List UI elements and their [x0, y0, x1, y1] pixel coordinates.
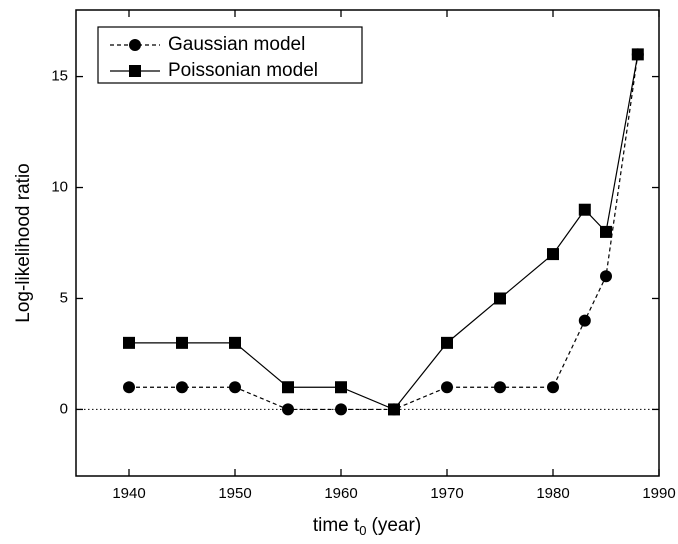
x-tick-label: 1940 [112, 485, 145, 502]
marker [282, 403, 294, 416]
x-tick-label: 1970 [430, 485, 463, 502]
marker [335, 403, 347, 416]
x-tick-label: 1950 [218, 485, 251, 502]
legend-marker [129, 39, 141, 51]
legend-label: Gaussian model [168, 34, 305, 55]
marker [176, 336, 188, 349]
marker [335, 381, 347, 394]
series-line [129, 54, 639, 411]
y-tick-label: 15 [51, 68, 68, 85]
marker [282, 381, 294, 394]
marker [388, 403, 400, 416]
y-tick-label: 0 [60, 400, 68, 417]
marker [123, 336, 135, 349]
marker [176, 381, 188, 394]
legend-marker [129, 65, 141, 77]
plot-frame [75, 9, 660, 477]
legend-label: Poissonian model [168, 60, 318, 81]
series-line [129, 54, 639, 411]
marker [600, 225, 612, 238]
marker [600, 270, 612, 283]
marker [631, 48, 644, 61]
marker [578, 203, 591, 216]
x-axis-label: time t0 (year) [313, 515, 421, 538]
x-tick-label: 1960 [324, 485, 357, 502]
marker [441, 336, 453, 349]
marker [229, 381, 241, 394]
y-axis-label: Log-likelihood ratio [13, 163, 34, 323]
x-tick-label: 1980 [536, 485, 569, 502]
legend-box [97, 26, 363, 84]
marker [123, 381, 135, 394]
x-tick-label: 1990 [642, 485, 675, 502]
y-tick-label: 10 [51, 178, 68, 195]
marker [441, 381, 453, 394]
y-tick-label: 5 [60, 289, 68, 306]
marker [578, 314, 591, 327]
marker [494, 292, 506, 305]
marker [547, 381, 559, 394]
marker [547, 248, 559, 261]
marker [229, 336, 241, 349]
marker [494, 381, 506, 394]
